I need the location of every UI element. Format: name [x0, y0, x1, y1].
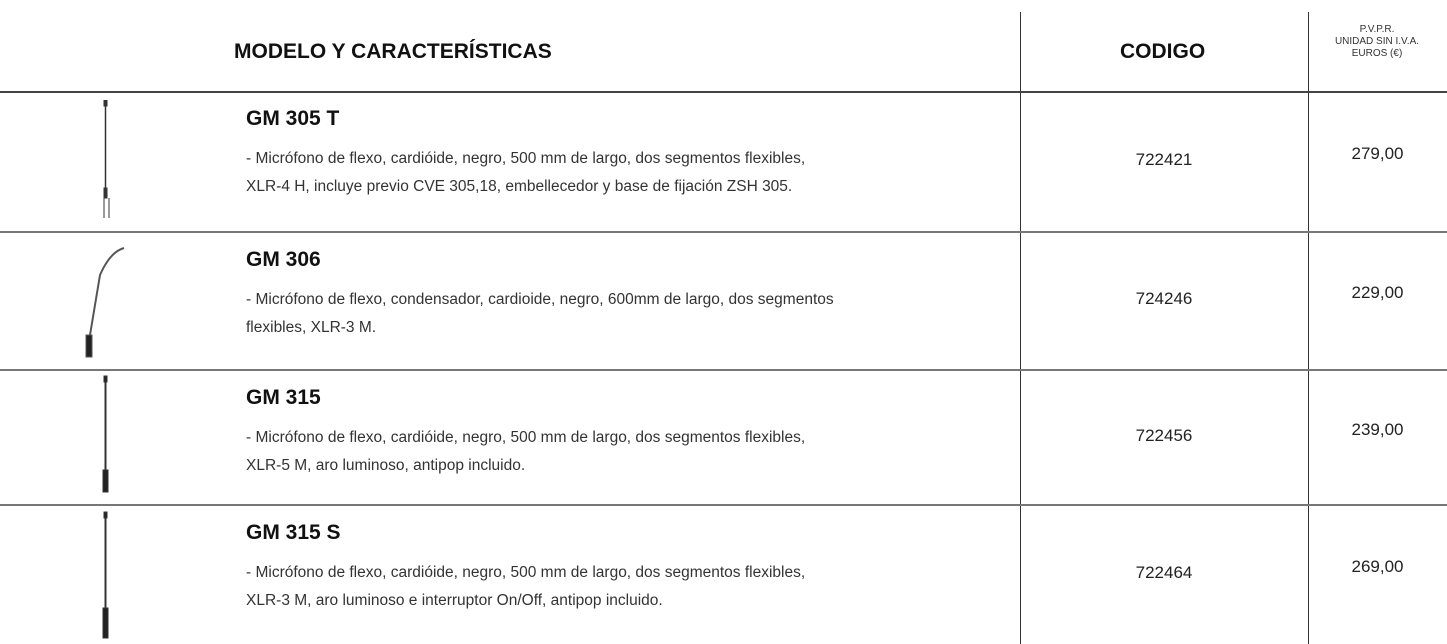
product-description: - Micrófono de flexo, cardióide, negro, … — [246, 429, 806, 446]
header-price-line: UNIDAD SIN I.V.A. — [1334, 36, 1420, 47]
header-price: P.V.P.R. UNIDAD SIN I.V.A. EUROS (€) — [1322, 24, 1432, 60]
mic-icon — [85, 247, 125, 358]
product-code: 724246 — [1135, 289, 1193, 308]
product-icons — [85, 100, 125, 639]
row-divider — [0, 231, 1447, 233]
product-description: XLR-4 H, incluye previo CVE 305,18, embe… — [246, 178, 793, 195]
header-divider — [0, 91, 1447, 93]
product-description: XLR-3 M, aro luminoso e interruptor On/O… — [246, 592, 663, 609]
row-divider — [0, 504, 1447, 506]
header-code: CODIGO — [1120, 40, 1206, 63]
product-code: 722456 — [1135, 425, 1193, 445]
column-divider — [1020, 12, 1021, 644]
column-divider — [1308, 12, 1309, 644]
mic-icon — [102, 511, 109, 639]
product-price: 229,00 — [1351, 283, 1404, 302]
product-description: - Micrófono de flexo, condensador, cardi… — [246, 291, 834, 308]
product-price: 279,00 — [1351, 143, 1404, 163]
product-name: GM 305 T — [246, 107, 340, 130]
product-price: 269,00 — [1351, 556, 1404, 576]
header-price-line: EUROS (€) — [1351, 48, 1403, 59]
product-name: GM 315 S — [246, 521, 341, 544]
product-description: flexibles, XLR-3 M. — [246, 319, 377, 336]
product-description: - Micrófono de flexo, cardióide, negro, … — [246, 564, 806, 581]
header-model: MODELO Y CARACTERÍSTICAS — [234, 40, 552, 63]
product-code: 722464 — [1135, 562, 1193, 582]
header-price-line: P.V.P.R. — [1359, 24, 1395, 35]
product-name: GM 306 — [246, 248, 321, 271]
product-name: GM 315 — [246, 386, 321, 409]
mic-icon — [103, 100, 110, 218]
mic-icon — [102, 375, 109, 493]
product-code: 722421 — [1135, 149, 1193, 169]
product-description: XLR-5 M, aro luminoso, antipop incluido. — [246, 457, 526, 474]
row-divider — [0, 369, 1447, 371]
product-description: - Micrófono de flexo, cardióide, negro, … — [246, 150, 806, 167]
product-price: 239,00 — [1351, 419, 1404, 439]
